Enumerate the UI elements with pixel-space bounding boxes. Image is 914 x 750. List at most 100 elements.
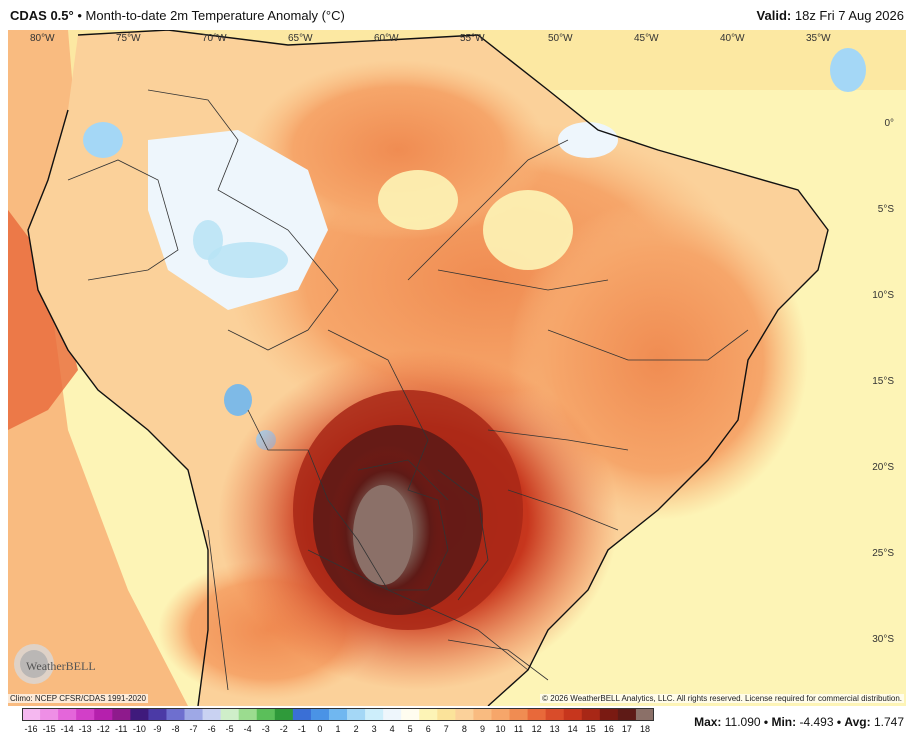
legend-tick: 7 [443,724,449,734]
lon-label-9: 35°W [806,33,831,44]
valid-label: Valid: [756,8,792,23]
legend-swatch [455,708,474,721]
graticule-labels: 80°W 75°W 70°W 65°W 60°W 55°W 50°W 45°W … [30,33,894,645]
lon-label-4: 60°W [374,33,399,44]
legend-tick: 5 [407,724,413,734]
climo-credit: Climo: NCEP CFSR/CDAS 1991-2020 [8,694,148,703]
legend-tick: -6 [207,724,216,734]
lon-label-1: 75°W [116,33,141,44]
lat-label-5: 25°S [872,548,894,559]
cool-patch-atlantic [830,48,866,92]
avg-label: Avg: [844,715,871,729]
legend-swatch [635,708,654,721]
neutral-amazon-mouth [558,122,618,158]
lon-label-3: 65°W [288,33,313,44]
legend-tick: -7 [189,724,198,734]
legend-tick: -4 [243,724,252,734]
legend-swatch [256,708,276,721]
legend-tick: 11 [513,724,524,734]
legend-tick: 4 [389,724,395,734]
legend-swatch [347,708,366,721]
title-bar: CDAS 0.5° • Month-to-date 2m Temperature… [0,0,914,30]
cool-patch-1 [208,242,288,278]
legend-swatch [76,708,95,721]
lon-label-0: 80°W [30,33,55,44]
lon-label-6: 50°W [548,33,573,44]
coastline-east [77,30,829,706]
legend-swatch [617,708,637,721]
lat-label-3: 15°S [872,376,894,387]
legend-swatch [581,708,601,721]
legend-swatch [599,708,619,721]
legend-swatch [292,708,312,721]
legend-tick: 10 [495,724,506,734]
lon-label-5: 55°W [460,33,485,44]
legend-tick: -9 [153,724,162,734]
cool-patch-andes [83,122,123,158]
legend-swatch [220,708,240,721]
weatherbell-logo: WeatherBELL [14,644,96,684]
legend-swatch [22,708,41,721]
legend-tick: -14 [60,724,74,734]
legend-swatch [238,708,258,721]
legend-tick: -11 [115,724,128,734]
legend-swatch [365,708,384,721]
title-bullet: • [77,8,82,23]
lon-label-8: 40°W [720,33,745,44]
logo-text: WeatherBELL [26,659,96,673]
neutral-patch-1 [378,170,458,230]
lon-label-2: 70°W [202,33,227,44]
legend-tick: 13 [549,724,560,734]
legend-swatch [184,708,204,721]
legend-tick: 2 [353,724,359,734]
valid-time: Valid: 18z Fri 7 Aug 2026 [757,8,904,23]
legend-tick: -13 [78,724,92,734]
legend-tick: 1 [335,724,341,734]
anomaly-map[interactable]: 80°W 75°W 70°W 65°W 60°W 55°W 50°W 45°W … [8,30,906,706]
legend-tick: -8 [171,724,180,734]
legend-tick: -1 [297,724,306,734]
legend-swatch [527,708,547,721]
legend-tick-labels: -16 -15 -14 -13 -12 -11 -10 -9 -8 -7 -6 -5 -4 -3 -2 -1 0… [22,722,654,746]
legend-swatch [509,708,529,721]
legend-swatch [383,708,402,721]
legend-tick: 15 [585,724,596,734]
legend-tick: -12 [96,724,110,734]
legend-swatch [419,708,438,721]
max-label: Max: [694,715,722,729]
legend-swatch [202,708,222,721]
legend-tick: 18 [639,724,650,734]
cool-patch-bolivia [224,384,252,416]
legend-tick: 3 [371,724,377,734]
legend-border [22,708,654,721]
legend-swatch [328,708,348,721]
model-name: CDAS 0.5° [10,8,74,23]
legend-swatch [437,708,456,721]
avg-value: 1.747 [873,715,904,729]
legend-tick: 16 [603,724,614,734]
legend-tick: -15 [42,724,56,734]
lat-label-4: 20°S [872,462,894,473]
copyright-credit: © 2026 WeatherBELL Analytics, LLC. All r… [540,694,904,703]
legend-swatch [94,708,113,721]
color-legend [22,708,654,721]
stats-sep-1: • [763,715,769,729]
lon-label-7: 45°W [634,33,659,44]
legend-tick: 8 [461,724,467,734]
legend-swatch [58,708,77,721]
legend-tick: 14 [567,724,578,734]
legend-tick: -5 [225,724,234,734]
lat-label-6: 30°S [872,634,894,645]
legend-tick: -10 [132,724,146,734]
legend-tick: -3 [261,724,270,734]
warm-field-north [248,60,548,240]
legend-tick: 9 [479,724,485,734]
legend-swatch [40,708,59,721]
min-label: Min: [771,715,797,729]
lat-label-2: 10°S [872,290,894,301]
country-borders [67,89,749,691]
legend-tick: 0 [317,724,323,734]
legend-tick: 17 [621,724,632,734]
neutral-patch-2 [483,190,573,270]
lat-label-1: 5°S [878,204,895,215]
